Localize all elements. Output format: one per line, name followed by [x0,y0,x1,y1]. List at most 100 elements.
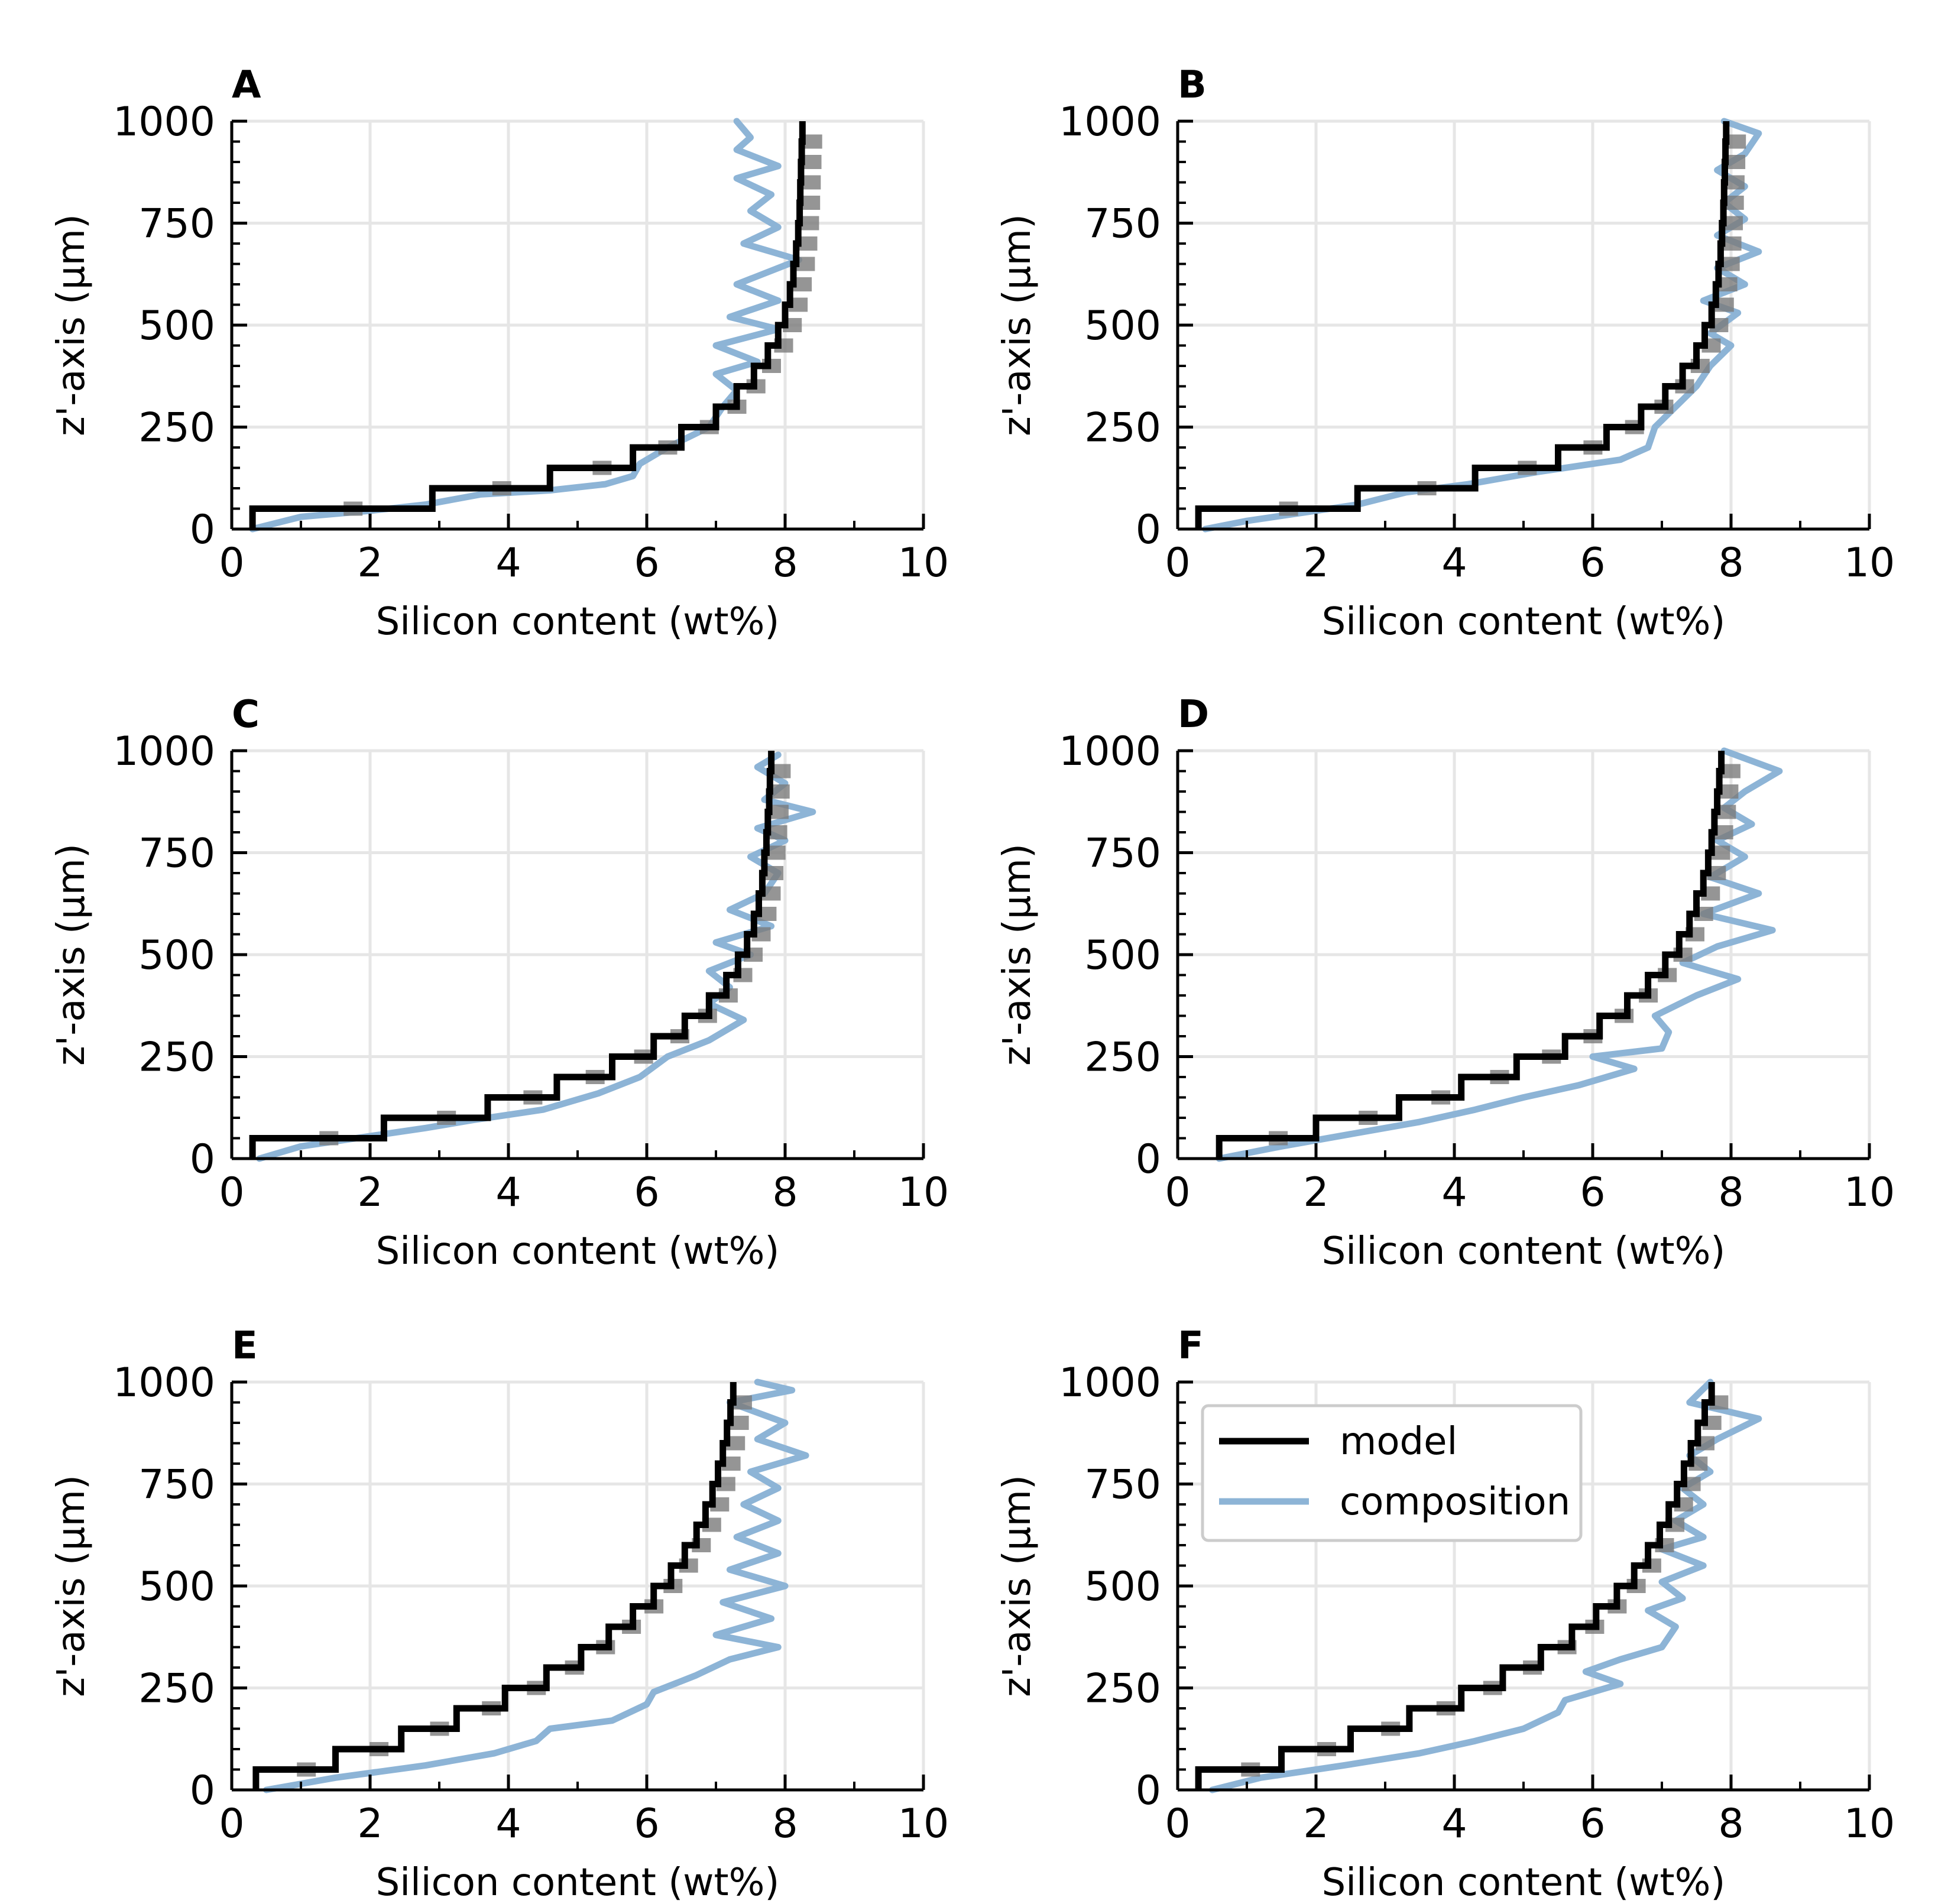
panel-label: D [1178,693,1209,737]
model-line [1216,751,1725,1159]
model-step-marker [769,805,789,819]
x-tick-label: 8 [1718,540,1743,586]
model-step-marker [802,175,821,190]
x-tick-label: 8 [772,1169,798,1216]
y-tick-label: 0 [190,507,215,553]
model-step-marker [1721,764,1740,779]
model-step-marker [800,216,819,231]
y-tick-label: 0 [1136,1767,1161,1814]
panel-a: 0 2 4 6 8 10 0 250 500 750 1000 Silicon content (wt… [50,63,949,644]
x-tick-label: 8 [1718,1169,1743,1216]
x-axis-label: Silicon content (wt%) [376,1861,780,1904]
y-axis-label: z'-axis (μm) [996,1475,1039,1697]
x-tick-label: 10 [898,540,949,586]
model-step-marker [1727,134,1746,149]
x-tick-label: 10 [1844,1169,1895,1216]
y-axis-label: z'-axis (μm) [996,844,1039,1066]
x-tick-label: 6 [634,540,659,586]
x-tick-label: 0 [1165,1169,1190,1216]
x-tick-label: 2 [357,540,383,586]
model-step-marker [1720,257,1740,271]
panel-label: F [1178,1324,1204,1368]
panel-c: 0 2 4 6 8 10 0 250 500 750 1000 Silicon content (wt… [50,693,949,1273]
y-tick-label: 750 [1084,831,1161,877]
y-tick-label: 1000 [113,99,215,145]
y-tick-label: 750 [138,201,215,248]
panel-d: 0 2 4 6 8 10 0 250 500 750 1000 Silicon content (wt… [996,693,1895,1273]
x-axis-label: Silicon content (wt%) [1322,600,1726,644]
x-tick-label: 8 [772,540,798,586]
model-step-marker [1725,196,1744,210]
x-tick-label: 2 [1303,1801,1328,1847]
model-line [1195,1382,1715,1790]
y-tick-label: 250 [138,1666,215,1712]
x-tick-label: 4 [495,1801,521,1847]
y-tick-label: 500 [1084,1564,1161,1610]
composition-line [1216,747,1783,1162]
y-tick-label: 250 [1084,1034,1161,1081]
x-tick-label: 10 [898,1169,949,1216]
y-tick-label: 500 [138,1564,215,1610]
x-tick-label: 8 [772,1801,798,1847]
model-step-marker [802,155,822,169]
x-tick-label: 10 [1844,1801,1895,1847]
x-axis-label: Silicon content (wt%) [1322,1861,1726,1904]
y-tick-label: 250 [138,1034,215,1081]
x-tick-label: 4 [495,540,521,586]
model-step-marker [768,825,787,839]
composition-line [263,1378,809,1793]
y-tick-label: 750 [138,1462,215,1509]
x-tick-label: 8 [1718,1801,1743,1847]
y-tick-label: 750 [138,831,215,877]
x-tick-label: 6 [1580,1801,1605,1847]
x-axis-label: Silicon content (wt%) [1322,1230,1726,1273]
y-tick-label: 500 [138,303,215,349]
legend-model-label: model [1340,1420,1457,1464]
y-axis-label: z'-axis (μm) [50,214,93,436]
x-tick-label: 4 [1441,1169,1467,1216]
model-step-marker [766,845,786,860]
y-tick-label: 0 [190,1767,215,1814]
model-line [249,121,806,529]
model-step-marker [803,134,822,149]
x-tick-label: 4 [1441,540,1467,586]
model-step-marker [801,196,821,210]
panel-label: A [232,63,261,107]
x-tick-label: 0 [1165,1801,1190,1847]
y-tick-label: 500 [1084,303,1161,349]
panel-b: 0 2 4 6 8 10 0 250 500 750 1000 Silicon content (wt… [996,63,1895,644]
y-tick-label: 500 [1084,932,1161,979]
y-tick-label: 1000 [1059,1360,1161,1406]
x-tick-label: 10 [1844,540,1895,586]
x-tick-label: 6 [1580,1169,1605,1216]
x-tick-label: 2 [357,1169,383,1216]
model-line [249,751,775,1159]
composition-line [256,751,816,1162]
x-tick-label: 4 [495,1169,521,1216]
y-tick-label: 0 [190,1136,215,1183]
model-step-marker [1726,155,1746,169]
model-step-marker [1719,784,1739,799]
y-tick-label: 500 [138,932,215,979]
panel-e: 0 2 4 6 8 10 0 250 500 750 1000 Silicon content (wt… [50,1324,949,1904]
legend-composition-label: composition [1340,1480,1570,1524]
y-tick-label: 1000 [1059,99,1161,145]
y-tick-label: 250 [1084,1666,1161,1712]
x-tick-label: 6 [634,1801,659,1847]
model-step-marker [1722,236,1742,251]
panel-label: E [232,1324,258,1368]
model-line [252,1382,737,1790]
y-tick-label: 250 [1084,405,1161,452]
x-tick-label: 10 [898,1801,949,1847]
x-tick-label: 6 [634,1169,659,1216]
model-step-marker [772,764,791,779]
model-step-marker [1724,216,1743,231]
x-tick-label: 2 [357,1801,383,1847]
x-tick-label: 6 [1580,540,1605,586]
y-tick-label: 750 [1084,201,1161,248]
x-tick-label: 0 [219,1169,244,1216]
x-axis-label: Silicon content (wt%) [376,600,780,644]
model-step-marker [764,866,784,880]
y-tick-label: 1000 [113,728,215,775]
